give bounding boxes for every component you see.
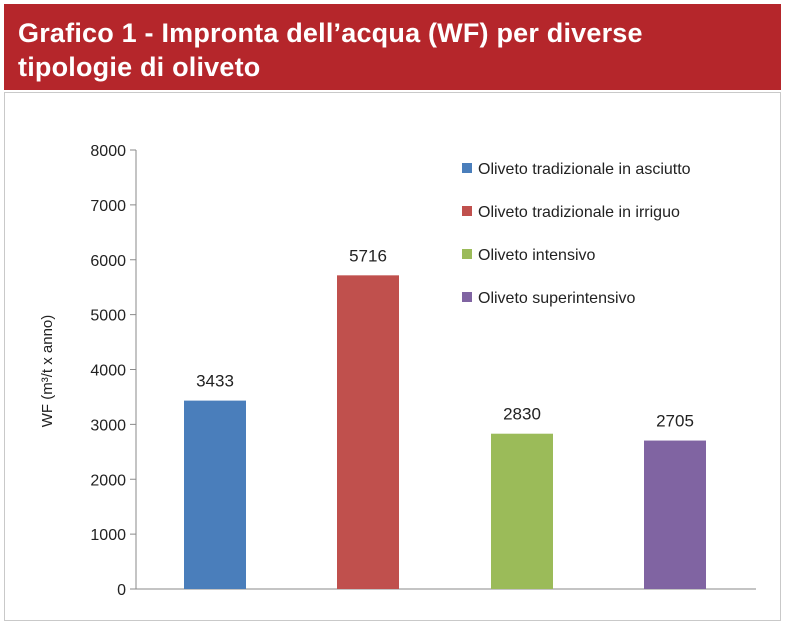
legend-swatch: [462, 163, 472, 173]
y-tick-label: 0: [117, 582, 126, 599]
legend-swatch: [462, 292, 472, 302]
y-tick-label: 5000: [90, 308, 126, 325]
bars: [184, 275, 706, 589]
y-tick-label: 4000: [90, 363, 126, 380]
legend-entry: Oliveto intensivo: [478, 247, 595, 264]
legend-entry: Oliveto tradizionale in asciutto: [478, 161, 691, 178]
y-tick-label: 7000: [90, 198, 126, 215]
bar-value-label: 2830: [503, 405, 541, 424]
legend: Oliveto tradizionale in asciutto Oliveto …: [462, 161, 691, 307]
data-labels: 3433 5716 2830 2705: [196, 246, 694, 430]
bar-value-label: 5716: [349, 246, 387, 265]
bar-value-label: 2705: [656, 412, 694, 431]
bar-value-label: 3433: [196, 372, 234, 391]
legend-swatch: [462, 249, 472, 259]
bar: [184, 400, 246, 589]
y-axis-label: WF (m³/t x anno): [39, 315, 56, 428]
legend-entry: Oliveto superintensivo: [478, 290, 636, 307]
legend-swatch: [462, 206, 472, 216]
chart-title-line-1: Grafico 1 - Impronta dell’acqua (WF) per…: [18, 18, 643, 48]
chart-title-line-2: tipologie di oliveto: [18, 52, 261, 82]
y-tick-label: 1000: [90, 527, 126, 544]
y-tick-label: 8000: [90, 143, 126, 160]
y-tick-label: 6000: [90, 253, 126, 270]
bar: [337, 275, 399, 589]
y-tick-label: 2000: [90, 472, 126, 489]
bar: [491, 433, 553, 589]
chart-title-banner: Grafico 1 - Impronta dell’acqua (WF) per…: [4, 4, 781, 90]
y-tick-label: 3000: [90, 417, 126, 434]
axes: 0 1000 2000 3000 4000 5000 6000 7000 8000: [90, 143, 756, 599]
bar: [644, 440, 706, 589]
legend-entry: Oliveto tradizionale in irriguo: [478, 204, 680, 221]
